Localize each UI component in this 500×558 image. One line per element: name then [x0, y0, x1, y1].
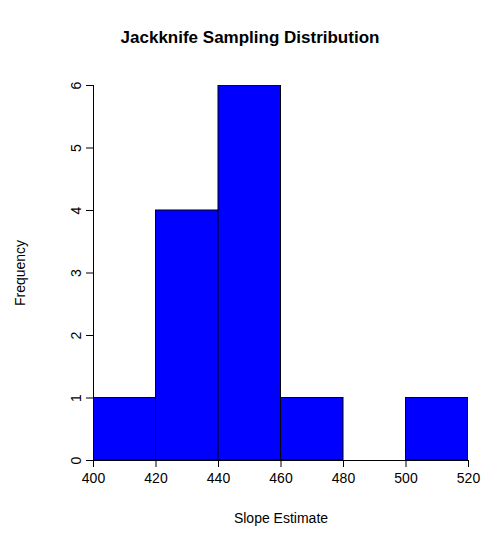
- svg-text:Slope Estimate: Slope Estimate: [234, 510, 328, 526]
- svg-text:520: 520: [457, 470, 481, 486]
- svg-text:5: 5: [68, 144, 84, 152]
- svg-text:420: 420: [144, 470, 168, 486]
- svg-text:400: 400: [82, 470, 106, 486]
- svg-text:3: 3: [68, 269, 84, 277]
- svg-text:460: 460: [269, 470, 293, 486]
- svg-text:1: 1: [68, 394, 84, 402]
- svg-text:440: 440: [207, 470, 231, 486]
- svg-text:480: 480: [332, 470, 356, 486]
- svg-text:2: 2: [68, 331, 84, 339]
- html-text:Jackknife Sampling Distributio: Jackknife Sampling Distribution: [120, 28, 380, 47]
- svg-text:Frequency: Frequency: [12, 240, 28, 306]
- svg-text:0: 0: [68, 456, 84, 464]
- svg-text:4: 4: [68, 206, 84, 214]
- svg-text:500: 500: [394, 470, 418, 486]
- svg-text:6: 6: [68, 81, 84, 89]
